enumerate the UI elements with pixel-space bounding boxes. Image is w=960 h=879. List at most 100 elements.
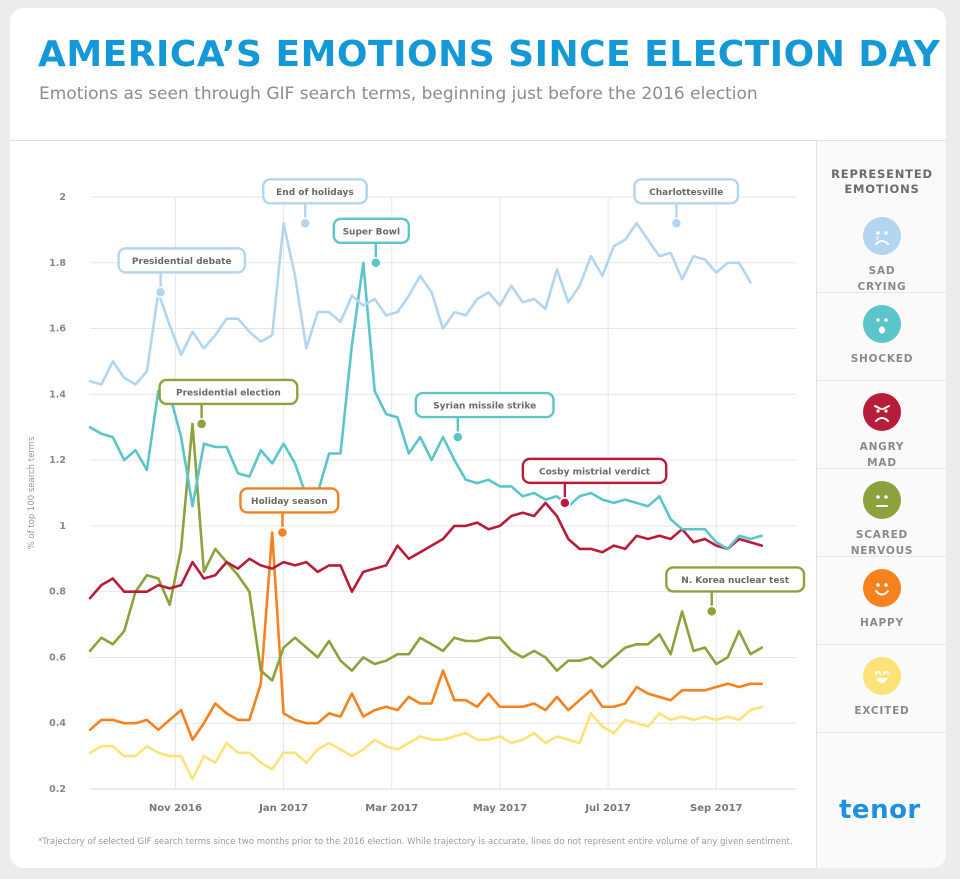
callout-marker — [559, 497, 571, 509]
callout: Presidential election — [158, 378, 299, 430]
legend-item-happy: HAPPY — [817, 569, 946, 645]
legend-label: EXCITED — [817, 703, 946, 719]
callout: Cosby mistrial verdict — [521, 457, 668, 509]
x-tick-label: Nov 2016 — [149, 803, 202, 814]
y-tick-label: 0.4 — [49, 718, 66, 729]
y-tick-label: 1.6 — [49, 324, 66, 335]
callout-box — [665, 566, 806, 593]
series-line-shocked — [88, 261, 764, 551]
callout-label: Presidential debate — [132, 257, 232, 267]
y-tick-label: 2 — [59, 192, 66, 203]
series-line-sad-crying — [88, 222, 752, 386]
annotations: Presidential debate End of holidays Super … — [117, 178, 806, 618]
header: AMERICA’S EMOTIONS SINCE ELECTION DAY Em… — [10, 8, 946, 141]
legend-title-line2: EMOTIONS — [844, 182, 920, 196]
callout-marker — [154, 286, 167, 299]
callout-marker — [670, 217, 683, 230]
x-tick-label: Jan 2017 — [258, 803, 308, 814]
callout: Syrian missile strike — [414, 391, 555, 443]
callout-marker — [195, 418, 208, 430]
legend-label: SHOCKED — [817, 351, 946, 367]
callout-box — [262, 178, 368, 205]
legend-label: HAPPY — [817, 615, 946, 631]
legend-title: REPRESENTED EMOTIONS — [817, 167, 946, 197]
page-title: AMERICA’S EMOTIONS SINCE ELECTION DAY — [38, 34, 941, 75]
x-tick-label: Sep 2017 — [690, 803, 742, 814]
callout-label: Super Bowl — [343, 227, 400, 237]
callout: Presidential debate — [117, 247, 247, 299]
callout-label: Holiday season — [251, 497, 328, 507]
callout-box — [332, 217, 411, 244]
y-axis-label: % of top 100 search terms — [27, 436, 37, 549]
callout-marker — [705, 605, 718, 618]
y-tick-label: 1.2 — [49, 455, 66, 466]
callout: N. Korea nuclear test — [665, 566, 806, 618]
legend-label-line1: EXCITED — [854, 705, 910, 717]
axes: 0.2 0.4 0.6 0.8 1 1.2 1.4 1.6 1.8 2 Nov 2016 Jan 20… — [27, 192, 796, 814]
callout-box — [633, 178, 740, 205]
legend-label-line2: MAD — [867, 457, 897, 469]
series-line-angry-mad — [88, 501, 764, 600]
legend-label-line1: HAPPY — [860, 617, 904, 629]
excited-face-icon — [863, 657, 901, 695]
callout-label: Syrian missile strike — [433, 402, 536, 412]
line-chart: 0.2 0.4 0.6 0.8 1 1.2 1.4 1.6 1.8 2 Nov 2016 Jan 20… — [27, 178, 806, 814]
page-subtitle: Emotions as seen through GIF search term… — [39, 84, 758, 104]
callout-label: N. Korea nuclear test — [681, 576, 790, 586]
happy-face-icon — [863, 569, 901, 607]
scared-face-icon — [863, 481, 901, 519]
series-line-scared-nervous — [88, 422, 764, 682]
callout-label: Cosby mistrial verdict — [539, 467, 651, 477]
series-line-happy — [88, 531, 764, 742]
legend-label-line2: NERVOUS — [850, 545, 914, 557]
infographic-card: AMERICA’S EMOTIONS SINCE ELECTION DAY Em… — [10, 8, 946, 868]
callout: Holiday season — [239, 487, 340, 539]
footnote: *Trajectory of selected GIF search terms… — [38, 837, 793, 847]
y-tick-label: 0.6 — [49, 652, 66, 663]
callout-box — [158, 378, 299, 406]
callout-marker — [276, 526, 289, 539]
x-tick-label: Mar 2017 — [365, 803, 418, 814]
y-tick-label: 1.4 — [49, 389, 66, 400]
callout: Charlottesville — [633, 178, 740, 230]
y-tick-label: 0.2 — [49, 784, 66, 795]
callout-box — [414, 391, 555, 419]
y-tick-label: 1 — [59, 521, 66, 532]
legend-label-line2: CRYING — [857, 281, 907, 293]
callout-marker — [370, 257, 382, 269]
legend-label-line1: SHOCKED — [850, 353, 914, 365]
legend-label: SAD CRYING — [817, 263, 946, 295]
callout-box — [239, 487, 340, 514]
chart-panel: 0.2 0.4 0.6 0.8 1 1.2 1.4 1.6 1.8 2 Nov 2016 Jan 20… — [10, 141, 816, 868]
callout-label: End of holidays — [276, 188, 354, 198]
callout: End of holidays — [262, 178, 368, 230]
legend-item-sad: SAD CRYING — [817, 217, 946, 293]
shocked-face-icon — [863, 305, 901, 343]
legend-item-scared: SCARED NERVOUS — [817, 481, 946, 557]
callout-label: Presidential election — [176, 388, 281, 398]
callout-box — [521, 457, 668, 485]
callout: Super Bowl — [332, 217, 411, 269]
legend-panel: REPRESENTED EMOTIONS SAD CRYING SHOCKED ANG… — [816, 141, 946, 868]
callout-box — [117, 247, 247, 274]
legend-label-line1: ANGRY — [859, 441, 905, 453]
callout-marker — [299, 217, 311, 230]
callout-marker — [452, 431, 464, 443]
callout-label: Charlottesville — [649, 188, 723, 198]
series-lines — [88, 222, 764, 781]
y-tick-label: 0.8 — [49, 587, 66, 598]
tenor-logo: tenor — [839, 795, 921, 825]
sad-face-icon — [863, 217, 901, 255]
legend-label-line1: SAD — [868, 265, 896, 277]
legend-label-line1: SCARED — [855, 529, 909, 541]
legend-title-line1: REPRESENTED — [831, 167, 933, 181]
grid — [90, 196, 796, 790]
series-line-excited — [88, 705, 764, 781]
y-tick-label: 1.8 — [49, 258, 66, 269]
legend-label: SCARED NERVOUS — [817, 527, 946, 559]
legend-item-shocked: SHOCKED — [817, 305, 946, 381]
legend-label: ANGRY MAD — [817, 439, 946, 471]
x-tick-label: May 2017 — [473, 803, 527, 814]
legend-item-angry: ANGRY MAD — [817, 393, 946, 469]
legend-item-excited: EXCITED — [817, 657, 946, 733]
